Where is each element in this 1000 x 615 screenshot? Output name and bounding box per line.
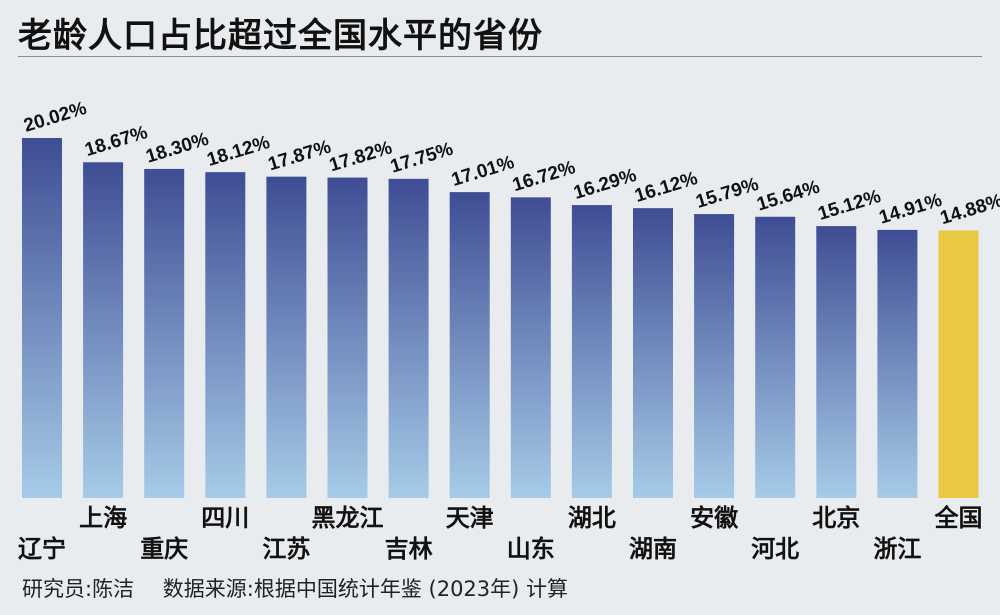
bar-15 bbox=[938, 230, 979, 499]
category-label-3: 四川 bbox=[201, 504, 249, 532]
bar-10 bbox=[633, 208, 673, 498]
value-label-7: 17.01% bbox=[449, 152, 517, 191]
category-label-15: 全国 bbox=[934, 504, 983, 532]
value-label-1: 18.67% bbox=[82, 122, 150, 161]
value-label-2: 18.30% bbox=[144, 129, 212, 168]
category-label-11: 安徽 bbox=[690, 504, 739, 532]
bar-13 bbox=[816, 226, 857, 499]
value-label-0: 20.02% bbox=[21, 98, 89, 137]
value-label-3: 18.12% bbox=[205, 132, 273, 171]
data-source: 数据来源:根据中国统计年鉴 (2023年) 计算 bbox=[162, 577, 569, 601]
value-label-15: 14.88% bbox=[938, 190, 1000, 229]
bar-8 bbox=[510, 197, 551, 499]
bar-9 bbox=[571, 205, 612, 498]
category-label-8: 山东 bbox=[507, 535, 555, 563]
category-label-4: 江苏 bbox=[262, 535, 310, 563]
footer: 研究员:陈洁 数据来源:根据中国统计年鉴 (2023年) 计算 bbox=[22, 573, 568, 603]
value-label-14: 14.91% bbox=[877, 190, 945, 229]
bar-5 bbox=[327, 177, 368, 499]
value-label-5: 17.82% bbox=[327, 137, 395, 176]
bars-group bbox=[22, 138, 979, 499]
bar-12 bbox=[755, 216, 796, 499]
bar-6 bbox=[388, 178, 429, 498]
value-label-8: 16.72% bbox=[510, 157, 578, 196]
title-divider bbox=[18, 56, 982, 57]
value-label-4: 17.87% bbox=[266, 136, 334, 175]
category-label-14: 浙江 bbox=[873, 535, 921, 563]
researcher-credit: 研究员:陈洁 bbox=[22, 577, 135, 601]
chart-title: 老龄人口占比超过全国水平的省份 bbox=[18, 16, 543, 56]
value-label-12: 15.64% bbox=[755, 177, 823, 216]
category-label-12: 河北 bbox=[751, 535, 799, 563]
category-label-13: 北京 bbox=[812, 504, 860, 532]
bar-2 bbox=[144, 168, 185, 498]
value-label-10: 16.12% bbox=[632, 168, 700, 207]
value-label-9: 16.29% bbox=[571, 165, 639, 204]
bar-0 bbox=[22, 138, 62, 498]
bar-7 bbox=[449, 192, 490, 499]
category-label-7: 天津 bbox=[446, 504, 494, 532]
value-label-6: 17.75% bbox=[388, 139, 456, 178]
bar-3 bbox=[205, 172, 246, 498]
value-label-11: 15.79% bbox=[693, 174, 761, 213]
category-label-9: 湖北 bbox=[568, 504, 616, 532]
bar-11 bbox=[694, 214, 735, 498]
category-label-5: 黑龙江 bbox=[312, 504, 384, 532]
category-label-1: 上海 bbox=[79, 504, 127, 532]
bar-4 bbox=[266, 176, 307, 499]
category-label-0: 辽宁 bbox=[18, 535, 66, 563]
bar-14 bbox=[877, 229, 918, 498]
category-label-10: 湖南 bbox=[629, 535, 677, 563]
bar-1 bbox=[83, 162, 124, 498]
value-label-13: 15.12% bbox=[816, 186, 884, 225]
category-label-2: 重庆 bbox=[140, 535, 188, 563]
category-label-6: 吉林 bbox=[385, 535, 433, 563]
